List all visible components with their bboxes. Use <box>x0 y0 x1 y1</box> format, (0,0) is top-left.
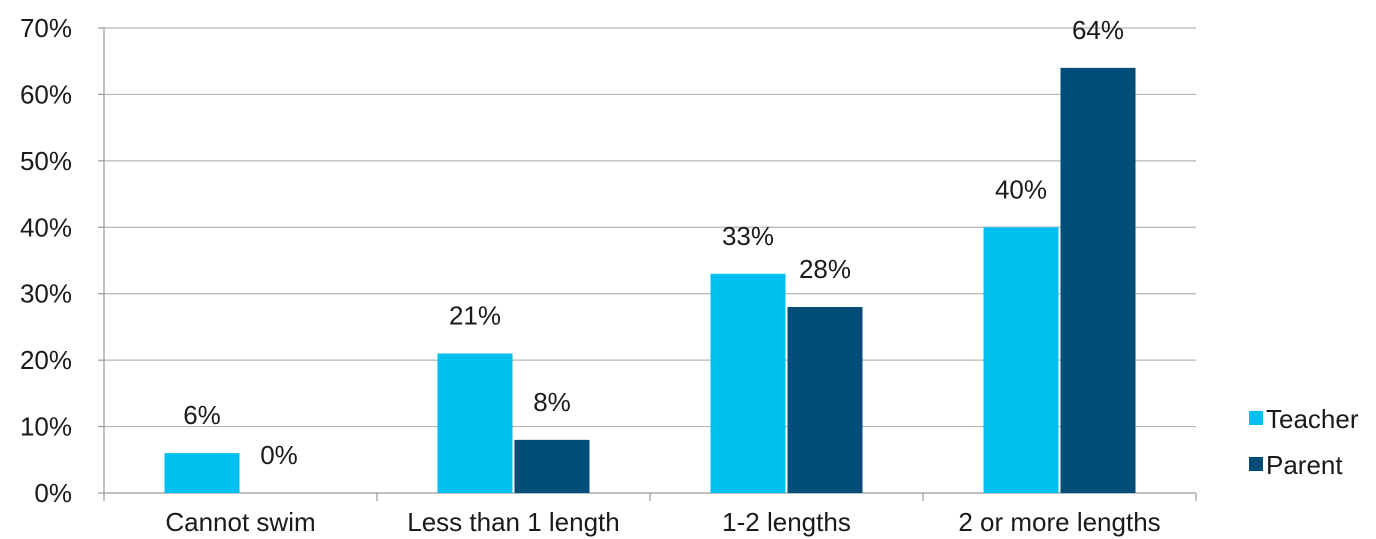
bar-teacher <box>710 273 786 493</box>
x-tick-label: 1-2 lengths <box>722 507 851 537</box>
bar-teacher <box>164 453 240 493</box>
bar-teacher <box>983 227 1059 494</box>
gridlines <box>104 27 1196 428</box>
data-labels: 6% 0% 21% 8% 33% 28% 40% 64% <box>183 15 1124 470</box>
bar-parent <box>1060 67 1136 493</box>
y-tick-label: 60% <box>20 79 72 109</box>
bar-teacher <box>437 353 513 493</box>
data-label: 64% <box>1072 15 1124 45</box>
legend: Teacher Parent <box>1249 404 1359 480</box>
data-label: 0% <box>260 440 298 470</box>
bar-parent <box>514 439 590 493</box>
y-tick-label: 10% <box>20 412 72 442</box>
data-label: 8% <box>533 387 571 417</box>
bars <box>164 67 1136 494</box>
y-tick-label: 0% <box>34 478 72 508</box>
legend-swatch-teacher <box>1249 411 1263 425</box>
data-label: 40% <box>995 174 1047 204</box>
bar-parent <box>787 307 863 493</box>
x-tick-label: 2 or more lengths <box>958 507 1160 537</box>
y-tick-label: 20% <box>20 345 72 375</box>
x-tick-label: Cannot swim <box>165 507 315 537</box>
data-label: 28% <box>799 254 851 284</box>
x-tick-label: Less than 1 length <box>407 507 620 537</box>
data-label: 21% <box>449 301 501 331</box>
y-tick-label: 70% <box>20 13 72 43</box>
y-tick-label: 40% <box>20 212 72 242</box>
data-label: 33% <box>722 221 774 251</box>
legend-label: Teacher <box>1266 404 1359 434</box>
y-tick-label: 30% <box>20 279 72 309</box>
legend-label: Parent <box>1266 450 1343 480</box>
legend-swatch-parent <box>1249 457 1263 471</box>
data-label: 6% <box>183 400 221 430</box>
y-tick-label: 50% <box>20 146 72 176</box>
